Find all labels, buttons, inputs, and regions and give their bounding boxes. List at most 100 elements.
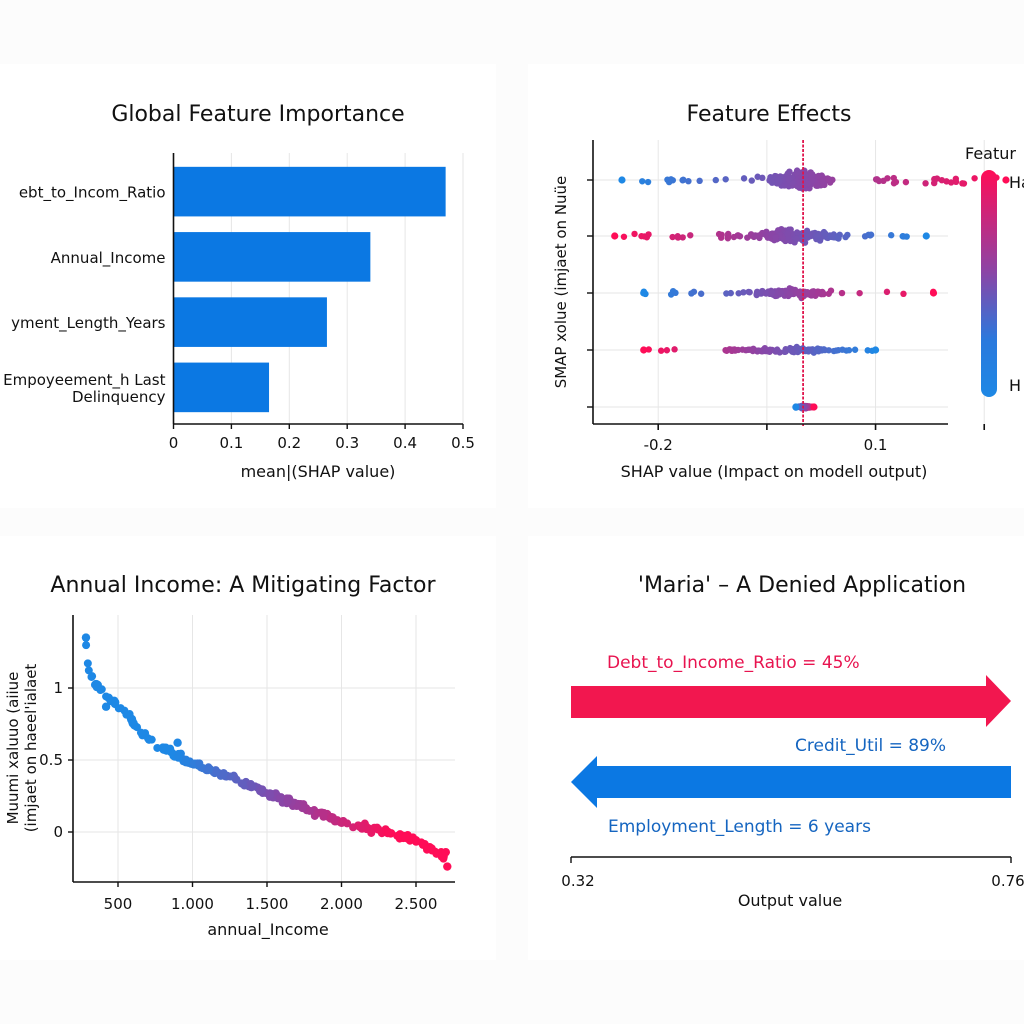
y-axis-label-line-1: Muumi xaluuo (aiiue bbox=[4, 672, 22, 825]
dependence-point bbox=[87, 672, 96, 681]
dependence-point bbox=[441, 847, 450, 857]
beeswarm-point bbox=[825, 175, 832, 183]
dependence-point bbox=[203, 766, 212, 775]
dependence-point bbox=[427, 844, 436, 853]
beeswarm-point bbox=[674, 233, 681, 241]
beeswarm-point bbox=[754, 173, 761, 180]
beeswarm-point bbox=[786, 291, 793, 298]
beeswarm-point bbox=[735, 290, 742, 297]
beeswarm-point bbox=[611, 232, 619, 240]
dependence-point bbox=[327, 813, 336, 822]
beeswarm-point bbox=[745, 346, 752, 353]
beeswarm-point bbox=[669, 233, 676, 241]
beeswarm-point bbox=[952, 178, 960, 186]
beeswarm-point bbox=[887, 232, 895, 239]
dependence-point bbox=[111, 698, 120, 707]
global-importance-chart: Global Feature Importance ebt_to_Incom_R… bbox=[3, 102, 475, 481]
dependence-point bbox=[81, 633, 91, 642]
beeswarm-point bbox=[839, 346, 846, 353]
beeswarm-point bbox=[835, 235, 842, 242]
beeswarm-point bbox=[864, 347, 871, 354]
beeswarm-point bbox=[753, 288, 761, 295]
force-label-debt-to-income: Debt_to_Income_Ratio = 45% bbox=[607, 653, 860, 673]
chart-title: 'Maria' – A Denied Application bbox=[638, 573, 966, 598]
x-tick-label: 0.1 bbox=[219, 434, 243, 452]
beeswarm-point bbox=[688, 290, 695, 297]
dependence-point bbox=[248, 782, 257, 791]
x-tick-label: 0.1 bbox=[864, 436, 888, 454]
beeswarm-point bbox=[947, 179, 955, 186]
dependence-point bbox=[136, 728, 145, 737]
beeswarm-point bbox=[810, 403, 818, 411]
dependence-point bbox=[305, 806, 314, 815]
beeswarm-point bbox=[820, 346, 828, 353]
x-axis-label: SHAP value (Impact on modell output) bbox=[621, 462, 928, 481]
beeswarm-point bbox=[959, 180, 966, 187]
dependence-point bbox=[101, 702, 111, 711]
beeswarm-point bbox=[842, 233, 849, 241]
y-axis-label: SMAP xolue (imjaet on Nuüe bbox=[552, 176, 570, 389]
beeswarm-point bbox=[748, 177, 755, 184]
beeswarm-point bbox=[933, 175, 941, 182]
beeswarm-point bbox=[724, 235, 732, 242]
dependence-point bbox=[195, 759, 204, 768]
beeswarm-point bbox=[803, 291, 810, 298]
beeswarm-point bbox=[718, 231, 725, 238]
beeswarm-point bbox=[671, 346, 678, 353]
beeswarm-point bbox=[809, 288, 816, 295]
beeswarm-point bbox=[734, 232, 742, 239]
x-tick-label: 1.500 bbox=[246, 895, 289, 913]
beeswarm-point bbox=[784, 230, 791, 238]
bar bbox=[173, 232, 371, 282]
category-label: Delinquency bbox=[72, 388, 166, 406]
beeswarm-point bbox=[845, 347, 853, 354]
force-arrow-increase bbox=[571, 675, 1011, 727]
y-axis-label: Muumi xaluuo (aiiue (imjaet on haeel'ial… bbox=[4, 664, 40, 833]
beeswarm-point bbox=[774, 176, 782, 184]
beeswarm-point bbox=[785, 175, 792, 183]
force-label-credit-util: Credit_Util = 89% bbox=[795, 736, 946, 756]
annual-income-panel: Annual Income: A Mitigating Factor 500 1.… bbox=[0, 536, 496, 960]
dependence-point bbox=[82, 641, 91, 650]
beeswarm-point bbox=[833, 347, 840, 354]
colorbar bbox=[981, 170, 997, 397]
beeswarm-point bbox=[929, 289, 938, 297]
beeswarm-point bbox=[804, 180, 812, 187]
dependence-point bbox=[238, 779, 247, 788]
beeswarm-point bbox=[796, 289, 803, 297]
y-tick-label: 0.5 bbox=[39, 751, 63, 769]
beeswarm-point bbox=[773, 346, 781, 353]
beeswarm-point bbox=[838, 289, 846, 297]
dependence-point bbox=[401, 832, 410, 841]
x-axis-label: annual_Income bbox=[207, 920, 328, 940]
beeswarm-point bbox=[657, 347, 665, 354]
beeswarm-point bbox=[712, 176, 719, 184]
beeswarm-point bbox=[922, 232, 930, 240]
x-tick-label: 0.5 bbox=[451, 434, 475, 452]
beeswarm-point bbox=[851, 346, 859, 353]
beeswarm-point bbox=[697, 290, 705, 297]
beeswarm-point bbox=[679, 234, 686, 241]
dependence-point bbox=[412, 836, 421, 845]
beeswarm-point bbox=[669, 287, 677, 295]
beeswarm-point bbox=[816, 237, 824, 244]
beeswarm-point bbox=[805, 348, 812, 355]
chart-title: Global Feature Importance bbox=[111, 102, 404, 127]
beeswarm-point bbox=[900, 290, 907, 298]
force-label-employment-length: Employment_Length = 6 years bbox=[608, 817, 871, 837]
category-label: yment_Length_Years bbox=[11, 314, 166, 333]
beeswarm-point bbox=[663, 347, 671, 354]
y-tick-label: 0 bbox=[53, 823, 63, 841]
feature-effects-chart: Feature Effects -0.2 0.1 SHAP value (Impa… bbox=[552, 102, 1024, 481]
beeswarm-point bbox=[731, 346, 738, 353]
dependence-point bbox=[276, 793, 285, 802]
dependence-point bbox=[212, 767, 221, 776]
colorbar-title: Featur bbox=[965, 144, 1016, 163]
beeswarm-point bbox=[971, 175, 978, 182]
x-axis-label: Output value bbox=[738, 891, 842, 910]
beeswarm-point bbox=[792, 403, 800, 411]
beeswarm-point bbox=[762, 231, 770, 239]
colorbar-low-label: H bbox=[1009, 376, 1021, 395]
dependence-point bbox=[219, 770, 228, 779]
beeswarm-point bbox=[620, 233, 628, 240]
